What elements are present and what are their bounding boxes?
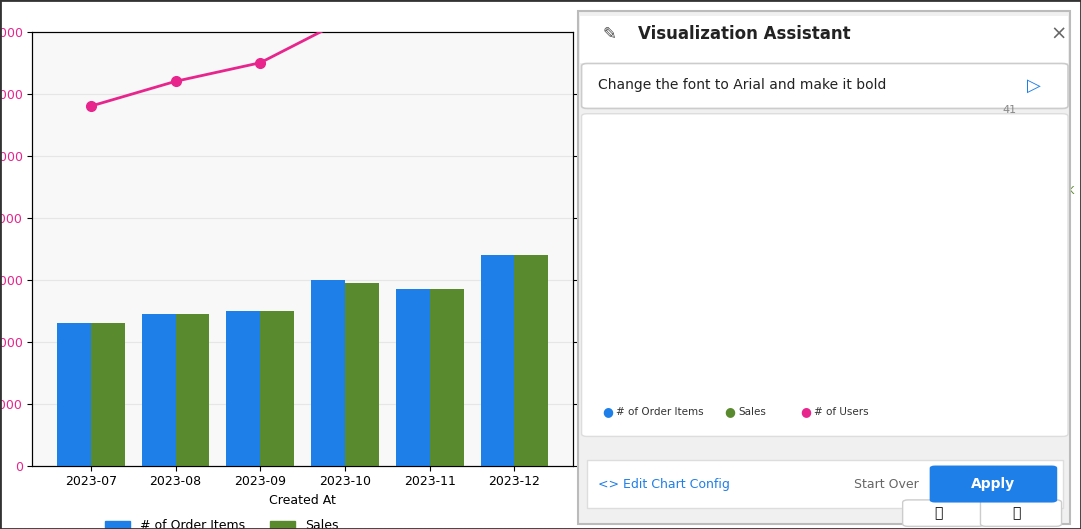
- Text: Change the font to Arial and make it bold: Change the font to Arial and make it bol…: [598, 78, 886, 92]
- Bar: [261, 311, 294, 466]
- Bar: [806, 261, 816, 386]
- Legend: # of Order Items, Sales: # of Order Items, Sales: [99, 514, 344, 529]
- Bar: [345, 282, 379, 466]
- Y-axis label: # of Order Items: # of Order Items: [632, 196, 645, 301]
- Text: # of Order Items: # of Order Items: [616, 407, 704, 417]
- Text: ✎: ✎: [602, 25, 616, 43]
- Bar: [875, 249, 883, 386]
- Bar: [748, 281, 758, 386]
- Bar: [396, 289, 430, 466]
- Bar: [694, 302, 704, 386]
- Bar: [762, 276, 771, 386]
- Bar: [942, 166, 950, 386]
- Bar: [950, 170, 960, 386]
- Text: 👍: 👍: [934, 506, 943, 520]
- Bar: [852, 252, 860, 386]
- Bar: [793, 280, 802, 386]
- Text: ×: ×: [1051, 25, 1067, 44]
- Bar: [860, 256, 870, 386]
- X-axis label: Created At Month: Created At Month: [778, 434, 876, 444]
- Text: Visualization Assistant: Visualization Assistant: [638, 25, 851, 43]
- Text: ●: ●: [800, 405, 811, 418]
- Text: Start Over: Start Over: [854, 478, 919, 490]
- Text: # of Users: # of Users: [814, 407, 869, 417]
- Bar: [57, 323, 91, 466]
- Text: <> Edit Chart Config: <> Edit Chart Config: [598, 478, 730, 490]
- Bar: [919, 174, 929, 386]
- Bar: [883, 254, 892, 386]
- Y-axis label: # of Users: # of Users: [628, 220, 638, 277]
- Y-axis label: # of Order Items: # of Order Items: [1024, 203, 1033, 294]
- Bar: [430, 289, 464, 466]
- X-axis label: Created At: Created At: [269, 494, 336, 507]
- Bar: [717, 295, 725, 386]
- Bar: [771, 280, 779, 386]
- Bar: [838, 263, 848, 386]
- Text: ●: ●: [602, 405, 613, 418]
- Bar: [829, 261, 838, 386]
- Bar: [481, 255, 515, 466]
- Bar: [704, 304, 712, 386]
- Bar: [929, 177, 937, 386]
- Bar: [142, 314, 175, 466]
- Bar: [816, 265, 825, 386]
- Bar: [784, 276, 793, 386]
- Bar: [515, 255, 548, 466]
- Text: ▷: ▷: [1027, 77, 1041, 95]
- Bar: [311, 280, 345, 466]
- Bar: [175, 314, 210, 466]
- Text: Apply: Apply: [972, 477, 1015, 491]
- Bar: [896, 214, 906, 386]
- Text: 👎: 👎: [1012, 506, 1020, 520]
- Bar: [739, 280, 748, 386]
- Bar: [725, 296, 735, 386]
- Bar: [226, 311, 261, 466]
- Text: Sales: Sales: [738, 407, 766, 417]
- Text: 41: 41: [1002, 105, 1016, 114]
- Text: ●: ●: [724, 405, 735, 418]
- Bar: [906, 217, 915, 386]
- Bar: [91, 323, 124, 466]
